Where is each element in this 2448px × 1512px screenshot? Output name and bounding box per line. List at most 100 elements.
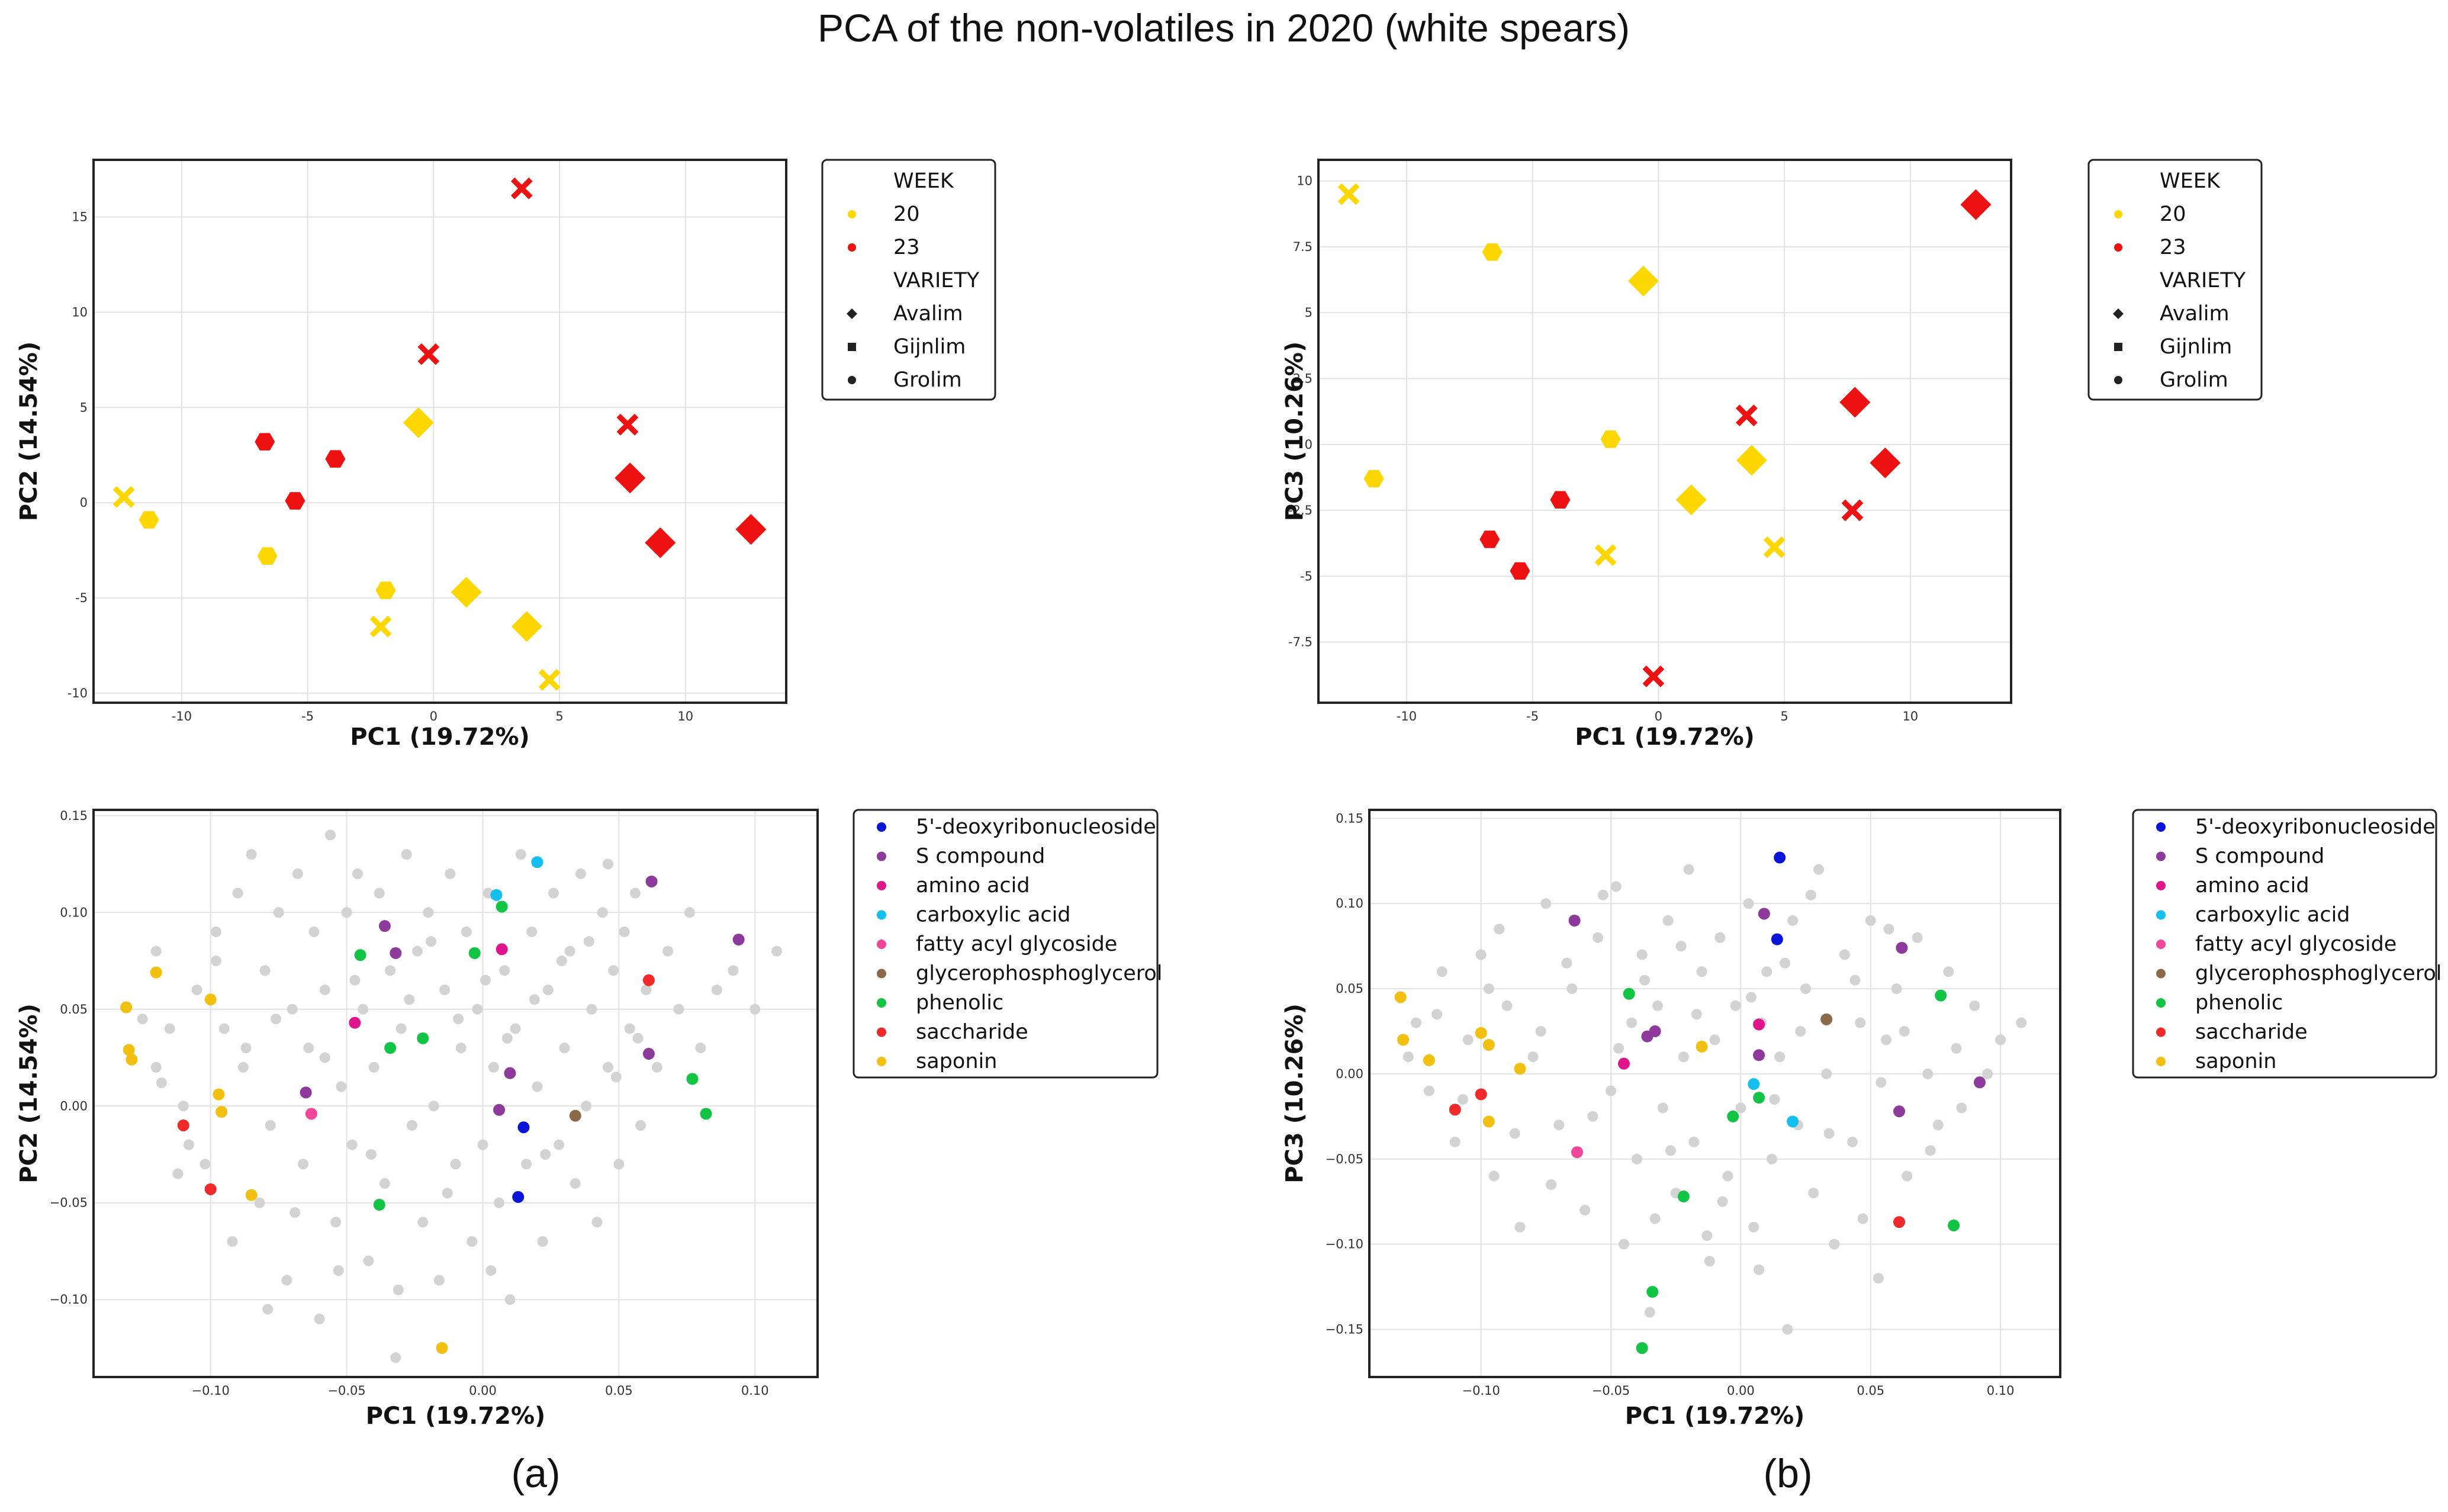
scores-pc1-pc3-panel: -10 -5 0 5 10 -7.5 -5 -2.5 0 2.5 5 7.5 10 PC1 (19.72%… — [1281, 159, 2263, 751]
legend-label-saccharide: saccharide — [2195, 1021, 2308, 1044]
loading-point-background — [406, 1119, 417, 1131]
loading-point-phenolic — [417, 1032, 429, 1044]
loading-point-background — [150, 945, 162, 957]
legend-label-avalim: Avalim — [2160, 302, 2230, 326]
loading-point-background — [346, 1139, 358, 1150]
loading-point-background — [1652, 1000, 1663, 1011]
legend-marker-week-20 — [2114, 210, 2122, 218]
x-tick-label: 0.10 — [1987, 1384, 2015, 1398]
loading-point-background — [632, 1032, 644, 1044]
loading-point-amino-acid — [1753, 1018, 1765, 1031]
legend-marker-amino-acid — [877, 881, 886, 890]
loading-point-s-compound — [1641, 1030, 1654, 1043]
score-point-avalim-week-20 — [511, 611, 542, 642]
loading-point-background — [271, 1014, 282, 1025]
loading-point-background — [1782, 1324, 1793, 1335]
legend-header: VARIETY — [2160, 269, 2246, 292]
legend-marker-saponin — [2156, 1057, 2166, 1066]
loading-point-background — [559, 1043, 570, 1054]
y-tick-label: -10 — [67, 686, 88, 700]
x-axis-label: PC1 (19.72%) — [1575, 723, 1755, 751]
loading-point-background — [1829, 1238, 1840, 1250]
x-tick-label: -5 — [301, 709, 314, 723]
loading-point-background — [1730, 1000, 1741, 1011]
loading-point-background — [1912, 932, 1923, 943]
loading-point-5-deoxyribonucleoside — [1774, 851, 1786, 864]
score-point-grolim-week-23 — [325, 450, 346, 468]
loading-point-background — [602, 1061, 613, 1073]
loading-point-carboxylic-acid — [490, 889, 503, 901]
y-axis-label: PC3 (10.26%) — [1281, 1003, 1308, 1183]
score-point-grolim-week-23 — [255, 433, 275, 451]
x-tick-label: 0.00 — [1727, 1384, 1755, 1398]
loading-point-background — [390, 1352, 401, 1363]
loading-point-background — [1821, 1068, 1832, 1079]
loading-point-background — [1932, 1119, 1944, 1131]
loading-point-background — [504, 1294, 516, 1305]
loading-point-background — [385, 965, 396, 976]
loading-point-background — [1436, 966, 1447, 977]
loading-point-background — [641, 985, 652, 996]
loading-point-background — [1644, 1307, 1655, 1318]
loading-point-background — [333, 1265, 344, 1276]
legend-label-carboxylic-acid: carboxylic acid — [2195, 903, 2350, 927]
plot-frame — [92, 159, 787, 704]
loading-point-background — [1925, 1145, 1936, 1156]
loading-point-background — [1561, 957, 1572, 969]
y-tick-label: −0.05 — [1326, 1152, 1363, 1166]
loading-point-background — [1805, 889, 1816, 900]
loading-point-saponin — [1423, 1054, 1435, 1066]
loading-point-background — [564, 945, 575, 957]
loading-point-background — [1709, 1034, 1720, 1045]
loading-point-background — [1610, 881, 1622, 892]
loading-point-s-compound — [390, 947, 402, 959]
loading-point-amino-acid — [1617, 1057, 1630, 1070]
loading-point-background — [1956, 1102, 1967, 1114]
loading-point-background — [2016, 1017, 2027, 1028]
legend-marker-carboxylic-acid — [877, 910, 886, 920]
legend-label-saponin: saponin — [916, 1050, 997, 1073]
loading-point-s-compound — [1893, 1105, 1905, 1118]
loading-point-background — [433, 1275, 445, 1286]
loading-point-background — [298, 1159, 309, 1170]
loading-point-saponin — [150, 966, 162, 979]
loading-point-saccharide — [1893, 1216, 1905, 1228]
legend-box — [821, 159, 996, 401]
loading-point-background — [586, 1003, 597, 1015]
score-point-avalim-week-20 — [1736, 445, 1767, 476]
score-point-gijnlim-week-23 — [616, 413, 639, 436]
loading-point-background — [1553, 1119, 1565, 1131]
legend-marker-glycerophosphoglycerol — [877, 969, 886, 979]
legend-label-phenolic: phenolic — [2195, 991, 2283, 1015]
loading-point-background — [1527, 1051, 1539, 1063]
loading-point-5-deoxyribonucleoside — [1771, 933, 1783, 945]
score-point-avalim-week-20 — [1675, 484, 1707, 516]
legend-label-saccharide: saccharide — [916, 1021, 1028, 1044]
x-axis-label: PC1 (19.72%) — [366, 1402, 546, 1430]
loading-point-background — [1701, 1230, 1713, 1241]
loading-point-background — [1969, 1000, 1980, 1011]
loading-point-saponin — [1475, 1027, 1487, 1039]
loading-point-background — [1865, 915, 1876, 926]
score-point-gijnlim-week-23 — [510, 177, 533, 200]
loading-point-saponin — [1696, 1040, 1708, 1053]
loading-point-background — [1722, 1170, 1733, 1182]
loading-point-background — [1813, 864, 1824, 875]
loading-point-background — [1823, 1128, 1835, 1139]
score-point-grolim-week-20 — [375, 581, 396, 599]
loading-point-saccharide — [1449, 1104, 1461, 1116]
loading-point-background — [200, 1159, 211, 1170]
score-point-gijnlim-week-20 — [1763, 536, 1786, 558]
loading-point-background — [393, 1284, 404, 1295]
loading-point-background — [210, 926, 221, 937]
x-tick-label: 0 — [1655, 709, 1662, 723]
loading-point-background — [467, 1236, 478, 1247]
loadings-pc1-pc3-panel: −0.10 −0.05 0.00 0.05 0.10 −0.15 −0.10 −0.05 0.0… — [1281, 809, 2442, 1430]
loading-point-s-compound — [1973, 1076, 1986, 1089]
loading-point-background — [259, 965, 271, 976]
score-point-grolim-week-23 — [1510, 562, 1530, 580]
legend-marker-saccharide — [2156, 1027, 2166, 1037]
legend-label-avalim: Avalim — [893, 302, 963, 326]
y-tick-label: 0.15 — [1336, 811, 1363, 825]
y-tick-label: 0 — [1305, 437, 1313, 452]
